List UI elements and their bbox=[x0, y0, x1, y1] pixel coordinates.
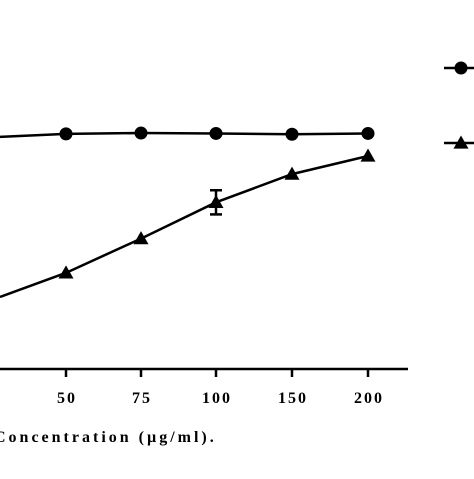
data-point bbox=[209, 126, 223, 140]
legend-marker bbox=[454, 61, 468, 75]
series-line bbox=[0, 131, 369, 139]
x-axis-ticks: 50 75 100 150 200 bbox=[57, 369, 384, 407]
data-point bbox=[208, 194, 224, 208]
legend-item-triangle bbox=[444, 135, 474, 149]
data-point bbox=[285, 127, 299, 141]
data-point bbox=[361, 126, 375, 140]
x-tick-label: 200 bbox=[354, 390, 384, 407]
series-line bbox=[0, 154, 369, 299]
data-point bbox=[59, 127, 73, 141]
x-tick-label: 50 bbox=[57, 390, 77, 407]
x-tick-label: 75 bbox=[132, 390, 152, 407]
x-tick-label: 150 bbox=[278, 390, 308, 407]
legend-marker bbox=[453, 135, 469, 149]
data-point bbox=[133, 231, 149, 245]
series-layer bbox=[0, 126, 376, 299]
data-point bbox=[284, 166, 300, 180]
x-tick-label: 100 bbox=[202, 390, 232, 407]
data-point bbox=[134, 126, 148, 140]
data-point bbox=[360, 148, 376, 162]
x-axis-title: Concentration (µg/ml). bbox=[0, 429, 217, 446]
legend-item-circle bbox=[444, 61, 474, 75]
series-triangle bbox=[0, 148, 376, 299]
legend bbox=[444, 61, 474, 149]
series-circle bbox=[0, 126, 375, 141]
data-point bbox=[58, 265, 74, 279]
